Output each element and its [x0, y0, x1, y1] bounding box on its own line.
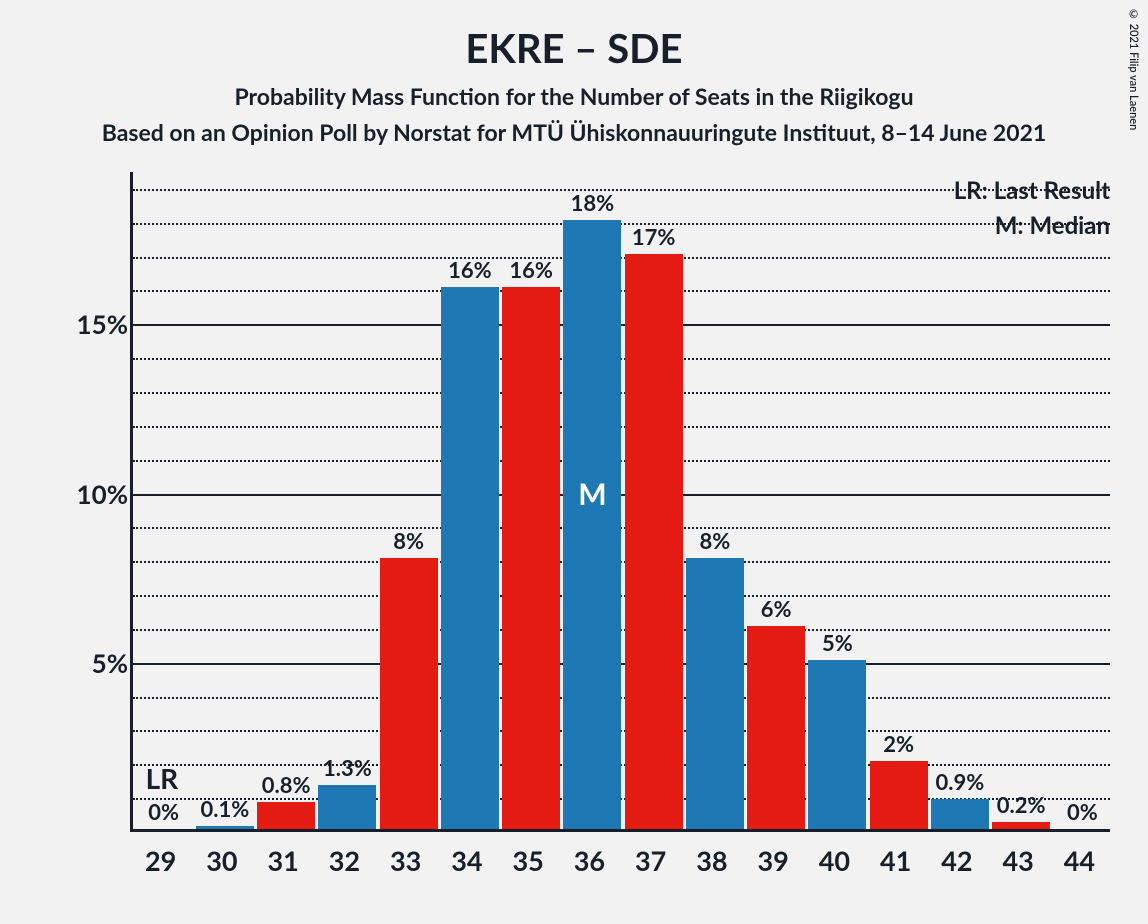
x-axis-label: 38: [696, 844, 727, 877]
x-axis-label: 35: [512, 844, 543, 877]
x-axis-label: 40: [819, 844, 850, 877]
x-axis-label: 31: [267, 844, 298, 877]
gridline-minor: [133, 426, 1110, 428]
gridline-minor: [133, 697, 1110, 699]
bar-value-label: 1.3%: [323, 754, 372, 781]
gridline-major: [133, 324, 1110, 326]
bar-value-label: 5%: [822, 629, 853, 656]
y-axis-label: 5%: [92, 647, 128, 679]
y-axis-label: 15%: [77, 308, 128, 340]
bar-value-label: 0.9%: [935, 768, 984, 795]
x-axis-label: 37: [635, 844, 666, 877]
gridline-minor: [133, 460, 1110, 462]
bar-value-label: 0.8%: [262, 771, 311, 798]
bar: 6%: [747, 626, 805, 829]
x-axis-label: 34: [451, 844, 482, 877]
x-axis-label: 43: [1002, 844, 1033, 877]
gridline-minor: [133, 392, 1110, 394]
lr-marker: LR: [146, 761, 179, 795]
bar: 16%: [441, 287, 499, 829]
x-axis-label: 39: [757, 844, 788, 877]
chart-title: EKRE – SDE: [0, 24, 1148, 72]
x-axis-label: 30: [206, 844, 237, 877]
median-marker: M: [578, 476, 606, 512]
legend-m: M: Median: [954, 211, 1110, 240]
bar: 0.1%: [196, 826, 254, 829]
bar-value-label: 0%: [1067, 798, 1098, 825]
chart-subtitle-1: Probability Mass Function for the Number…: [0, 82, 1148, 110]
x-axis-label: 44: [1064, 844, 1095, 877]
bar: 2%: [870, 761, 928, 829]
y-axis-label: 10%: [77, 478, 128, 510]
bar-value-label: 16%: [448, 256, 492, 283]
plot-area: LR: Last Result M: Median 0%LR0.1%0.8%1.…: [130, 172, 1110, 832]
gridline-minor: [133, 561, 1110, 563]
titles: EKRE – SDE Probability Mass Function for…: [0, 0, 1148, 146]
x-axis-labels: 29 30 31 32 33 34 35 36 37 38 39 40 41 42 43 44: [130, 840, 1110, 880]
bar: 17%: [625, 254, 683, 829]
gridline-major: [133, 494, 1110, 496]
bar: 5%: [808, 660, 866, 829]
bar-value-label: 0%: [148, 798, 179, 825]
gridline-minor: [133, 358, 1110, 360]
bar: 0.9%: [931, 799, 989, 829]
gridline-minor: [133, 595, 1110, 597]
bar-value-label: 6%: [761, 595, 792, 622]
gridline-major: [133, 663, 1110, 665]
x-axis-label: 33: [390, 844, 421, 877]
bar-value-label: 18%: [571, 189, 615, 216]
x-axis-label: 36: [574, 844, 605, 877]
copyright-text: © 2021 Filip van Laenen: [1127, 8, 1140, 130]
bar-value-label: 16%: [509, 256, 553, 283]
gridline-minor: [133, 730, 1110, 732]
gridline-minor: [133, 223, 1110, 225]
x-axis-label: 42: [941, 844, 972, 877]
legend: LR: Last Result M: Median: [954, 176, 1110, 246]
bar-value-label: 0.1%: [200, 795, 249, 822]
bar-value-label: 0.2%: [997, 791, 1046, 818]
gridline-minor: [133, 257, 1110, 259]
bar: 16%: [502, 287, 560, 829]
bar: 8%: [686, 558, 744, 829]
chart-subtitle-2: Based on an Opinion Poll by Norstat for …: [0, 118, 1148, 146]
bar: 8%: [380, 558, 438, 829]
bar: 0.2%: [992, 822, 1050, 829]
bar: 1.3%: [318, 785, 376, 829]
bar-value-label: 17%: [632, 223, 676, 250]
gridline-minor: [133, 189, 1110, 191]
bar: 0.8%: [257, 802, 315, 829]
bar-value-label: 8%: [699, 527, 730, 554]
x-axis-label: 32: [329, 844, 360, 877]
gridline-minor: [133, 629, 1110, 631]
x-axis-label: 29: [145, 844, 176, 877]
bar-value-label: 2%: [883, 730, 914, 757]
chart: LR: Last Result M: Median 0%LR0.1%0.8%1.…: [60, 172, 1120, 892]
gridline-minor: [133, 290, 1110, 292]
gridline-minor: [133, 527, 1110, 529]
bar: 18%M: [563, 220, 621, 829]
bar-value-label: 8%: [393, 527, 424, 554]
gridline-minor: [133, 764, 1110, 766]
x-axis-label: 41: [880, 844, 911, 877]
